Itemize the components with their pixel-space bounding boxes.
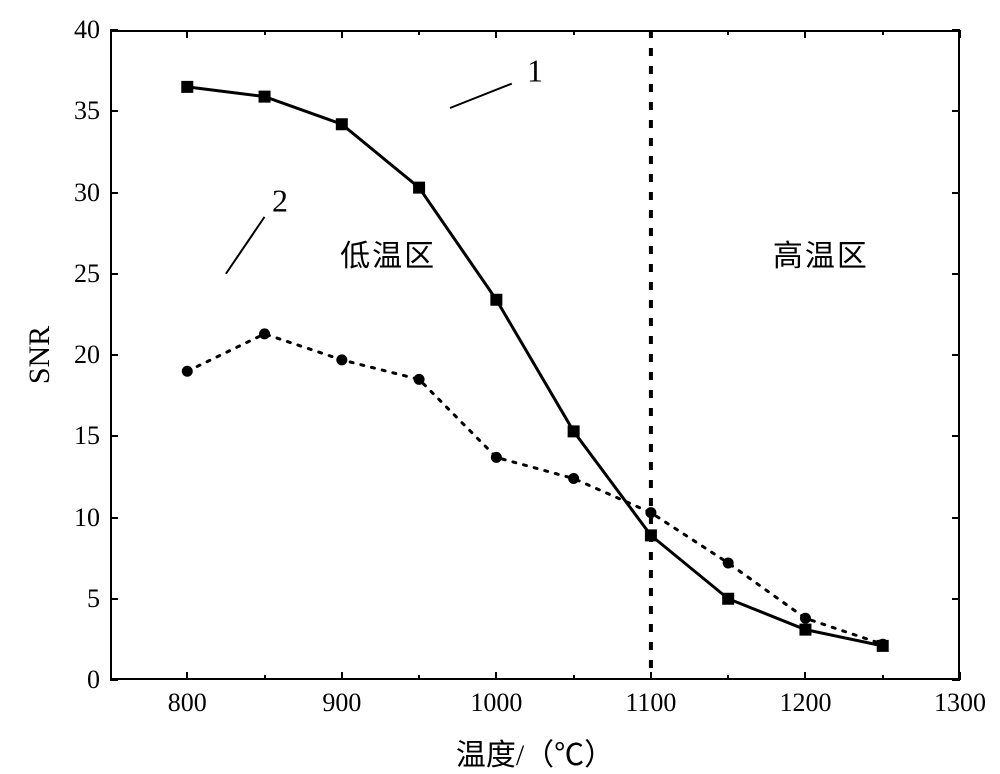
data-marker-s2 [877, 639, 888, 650]
y-tick-label: 10 [74, 503, 100, 533]
x-tick [495, 30, 497, 38]
y-tick [110, 517, 118, 519]
data-marker-s2 [800, 613, 811, 624]
y-tick [110, 110, 118, 112]
y-tick [952, 192, 960, 194]
x-minor-tick [264, 30, 266, 35]
x-minor-tick [264, 675, 266, 680]
y-tick-label: 15 [74, 421, 100, 451]
x-tick [804, 672, 806, 680]
y-tick [110, 273, 118, 275]
x-minor-tick [727, 675, 729, 680]
x-tick-label: 800 [168, 688, 207, 718]
chart-svg [0, 0, 1000, 772]
data-marker-s1 [799, 624, 811, 636]
y-tick [952, 598, 960, 600]
x-minor-tick [418, 30, 420, 35]
y-tick-label: 20 [74, 340, 100, 370]
data-marker-s2 [645, 507, 656, 518]
region-label-high-temp: 高温区 [773, 231, 869, 275]
y-tick [110, 29, 118, 31]
y-tick-label: 35 [74, 96, 100, 126]
data-marker-s2 [723, 558, 734, 569]
x-minor-tick [418, 675, 420, 680]
x-tick [804, 30, 806, 38]
y-tick [952, 273, 960, 275]
data-marker-s2 [336, 354, 347, 365]
y-tick [952, 517, 960, 519]
x-tick-label: 1200 [779, 688, 831, 718]
x-minor-tick [573, 675, 575, 680]
y-tick-label: 5 [87, 584, 100, 614]
y-tick [952, 354, 960, 356]
axis-frame-top [110, 30, 960, 32]
axis-frame-bottom [110, 678, 960, 680]
data-marker-s1 [490, 294, 502, 306]
region-label-low-temp: 低温区 [340, 231, 436, 275]
data-marker-s2 [414, 374, 425, 385]
data-marker-s1 [181, 81, 193, 93]
x-tick-label: 1100 [625, 688, 676, 718]
series-1-label: 1 [527, 52, 543, 89]
y-axis-title: SNR [23, 326, 57, 384]
x-tick [341, 672, 343, 680]
y-tick [952, 110, 960, 112]
x-axis-title: 温度/（℃） [456, 730, 614, 774]
x-minor-tick [882, 30, 884, 35]
y-tick [110, 192, 118, 194]
data-marker-s1 [645, 529, 657, 541]
y-tick [952, 435, 960, 437]
x-tick [186, 672, 188, 680]
x-tick [186, 30, 188, 38]
y-tick [110, 435, 118, 437]
x-minor-tick [882, 675, 884, 680]
y-tick-label: 40 [74, 15, 100, 45]
series-line-s1 [187, 87, 882, 646]
y-tick-label: 30 [74, 178, 100, 208]
y-tick-label: 0 [87, 665, 100, 695]
x-tick [495, 672, 497, 680]
x-tick [341, 30, 343, 38]
x-tick [959, 672, 961, 680]
chart-container: { "canvas": { "width": 1000, "height": 7… [0, 0, 1000, 772]
label-leader-line [226, 217, 265, 274]
series-2-label: 2 [272, 182, 288, 219]
y-tick [110, 354, 118, 356]
y-tick [110, 679, 118, 681]
x-minor-tick [573, 30, 575, 35]
data-marker-s2 [568, 473, 579, 484]
x-tick-label: 900 [322, 688, 361, 718]
x-tick [650, 672, 652, 680]
series-line-s2 [187, 334, 882, 644]
x-tick-label: 1300 [934, 688, 986, 718]
data-marker-s1 [568, 425, 580, 437]
data-marker-s1 [259, 91, 271, 103]
data-marker-s2 [182, 366, 193, 377]
data-marker-s2 [491, 452, 502, 463]
data-marker-s1 [722, 593, 734, 605]
y-tick-label: 25 [74, 259, 100, 289]
x-tick [959, 30, 961, 38]
x-minor-tick [727, 30, 729, 35]
data-marker-s1 [413, 182, 425, 194]
data-marker-s1 [336, 118, 348, 130]
x-tick-label: 1000 [470, 688, 522, 718]
x-tick [650, 30, 652, 38]
y-tick [110, 598, 118, 600]
data-marker-s2 [259, 328, 270, 339]
label-leader-line [450, 84, 512, 108]
